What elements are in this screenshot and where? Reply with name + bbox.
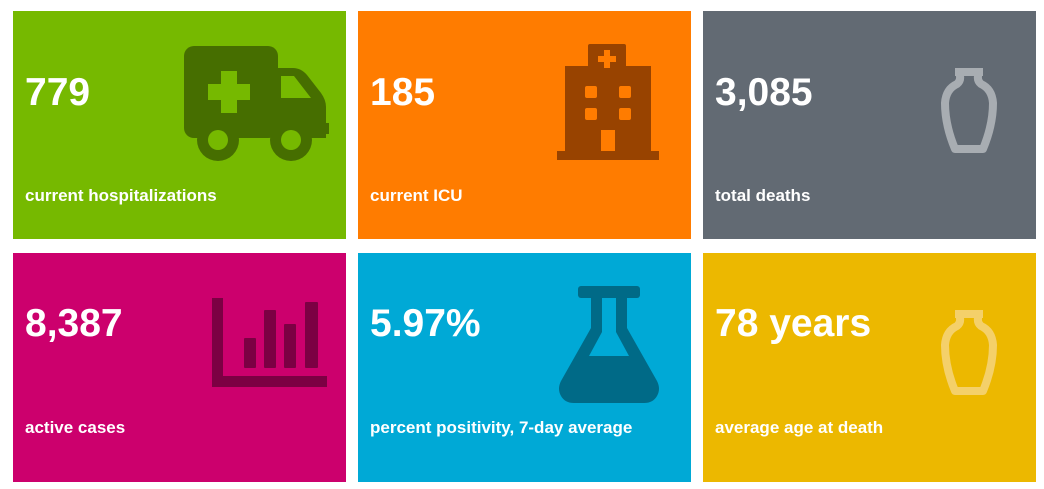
tile-hospitalizations: 779 current hospitalizations xyxy=(13,11,346,239)
total-deaths-label: total deaths xyxy=(715,186,811,205)
total-deaths-value: 3,085 xyxy=(715,71,813,114)
bar-chart-icon xyxy=(212,298,327,387)
average-age-value: 78 years xyxy=(715,302,872,345)
tile-percent-positivity: 5.97% percent positivity, 7-day average xyxy=(358,253,691,482)
percent-positivity-value: 5.97% xyxy=(370,302,481,345)
tile-average-age-at-death: 78 years average age at death xyxy=(703,253,1036,482)
active-cases-value: 8,387 xyxy=(25,302,123,345)
urn-icon xyxy=(941,310,997,395)
icu-label: current ICU xyxy=(370,186,463,205)
flask-icon xyxy=(559,286,659,403)
average-age-label: average age at death xyxy=(715,418,884,437)
hospitalizations-value: 779 xyxy=(25,71,91,114)
hospital-icon xyxy=(557,44,659,160)
tile-total-deaths: 3,085 total deaths xyxy=(703,11,1036,239)
tile-icu: 185 current ICU xyxy=(358,11,691,239)
percent-positivity-label: percent positivity, 7-day average xyxy=(370,418,633,437)
active-cases-label: active cases xyxy=(25,418,126,437)
icu-value: 185 xyxy=(370,71,436,114)
ambulance-icon xyxy=(184,46,329,161)
hospitalizations-label: current hospitalizations xyxy=(25,186,217,205)
urn-icon xyxy=(941,68,997,153)
tile-active-cases: 8,387 active cases xyxy=(13,253,346,482)
